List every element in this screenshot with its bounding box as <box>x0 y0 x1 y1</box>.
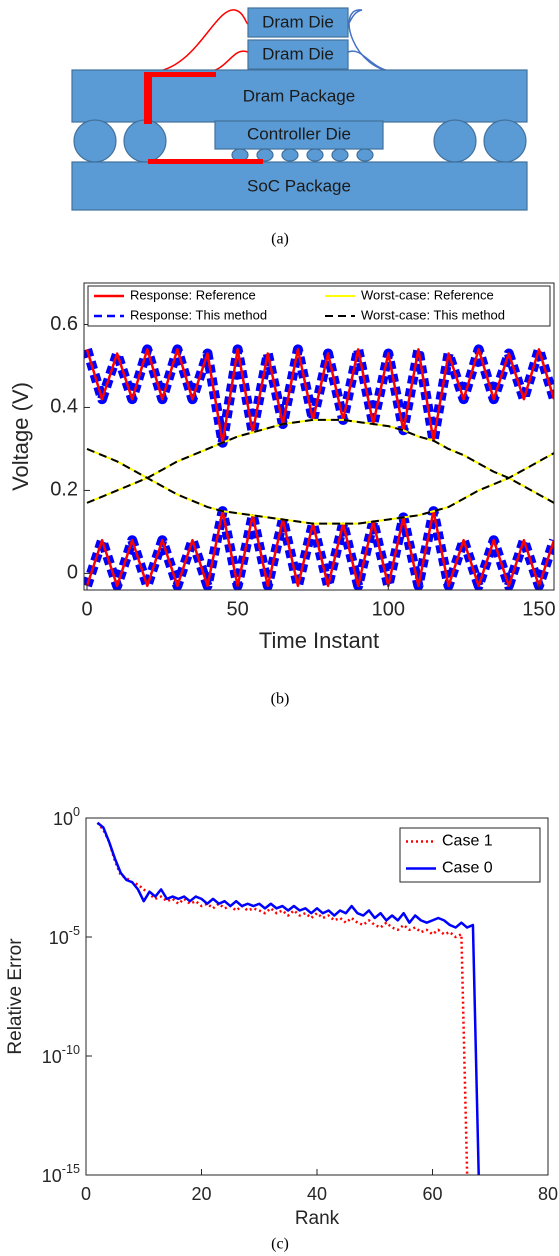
legend-box <box>87 285 551 327</box>
series-line <box>86 418 554 504</box>
bump <box>331 148 349 162</box>
package-label: Dram Package <box>243 86 355 105</box>
die <box>247 39 349 70</box>
series-line <box>96 821 469 1175</box>
series-line <box>96 821 480 1175</box>
chart: 0 20 40 60 80 10-15 10-10 10-5 100 Rank Relative E… <box>5 805 558 1252</box>
x-tick-label: 50 <box>227 598 249 620</box>
trace <box>144 72 152 124</box>
bond-wire <box>204 50 249 73</box>
die-label: Dram Die <box>262 44 334 63</box>
series-line <box>85 509 554 588</box>
y-tick-label: 10-5 <box>49 924 80 947</box>
x-tick-label: 40 <box>307 1184 327 1204</box>
series-line <box>85 348 554 444</box>
trace <box>148 159 263 164</box>
legend: Response: Reference Response: This method… <box>87 285 551 327</box>
bump <box>306 148 324 162</box>
trace <box>144 72 216 77</box>
legend-label: Worst-case: Reference <box>361 287 494 302</box>
legend-label: Case 1 <box>442 833 493 850</box>
legend-label: Response: This method <box>130 307 267 322</box>
x-tick-label: 0 <box>81 1184 91 1204</box>
series-group <box>96 821 480 1175</box>
solder-ball <box>123 119 167 163</box>
x-tick-label: 100 <box>372 598 405 620</box>
solder-ball <box>433 119 477 163</box>
solder-ball <box>73 119 117 163</box>
caption: (a) <box>271 231 289 248</box>
y-tick-label: 0.6 <box>50 313 78 335</box>
package <box>71 161 528 211</box>
y-tick-label: 0.4 <box>50 396 78 418</box>
y-tick-label: 100 <box>53 805 80 828</box>
x-axis-label: Time Instant <box>259 628 379 653</box>
bond-wire <box>149 9 249 73</box>
die-label: Dram Die <box>262 12 334 31</box>
y-tick-label: 10-15 <box>42 1162 80 1185</box>
y-tick-label: 0.2 <box>50 479 78 501</box>
x-tick-label: 20 <box>191 1184 211 1204</box>
caption: (c) <box>271 1236 289 1253</box>
bond-wire <box>347 50 399 73</box>
bump <box>256 148 274 162</box>
x-tick-label: 0 <box>81 598 92 620</box>
legend: Case 1 Case 0 <box>399 827 541 883</box>
y-tick-label: 0 <box>67 562 78 584</box>
chart: 0 50 100 150 0 0.2 0.4 0.6 Time Instant Voltage (… <box>8 282 556 708</box>
y-axis-label: Voltage (V) <box>8 382 33 491</box>
legend-box <box>399 827 541 883</box>
x-axis-label: Rank <box>295 1208 340 1229</box>
axes-box <box>83 282 555 591</box>
series-group <box>84 344 554 590</box>
y-tick-label: 10-10 <box>42 1043 80 1066</box>
package-diagram <box>71 7 528 211</box>
x-tick-label: 80 <box>538 1184 558 1204</box>
series-line <box>86 448 554 525</box>
legend-label: Worst-case: This method <box>361 307 505 322</box>
die <box>247 7 349 38</box>
caption: (b) <box>271 691 290 708</box>
x-tick-label: 60 <box>422 1184 442 1204</box>
solder-ball <box>483 119 527 163</box>
legend-label: Case 0 <box>442 860 493 877</box>
package-label: SoC Package <box>247 176 351 195</box>
die <box>214 120 384 150</box>
bond-wire <box>347 9 399 73</box>
legend-label: Response: Reference <box>130 287 256 302</box>
bump <box>356 148 374 162</box>
y-axis-label: Relative Error <box>5 938 26 1055</box>
die-label: Controller Die <box>247 124 351 143</box>
x-tick-label: 150 <box>522 598 555 620</box>
bump <box>281 148 299 162</box>
